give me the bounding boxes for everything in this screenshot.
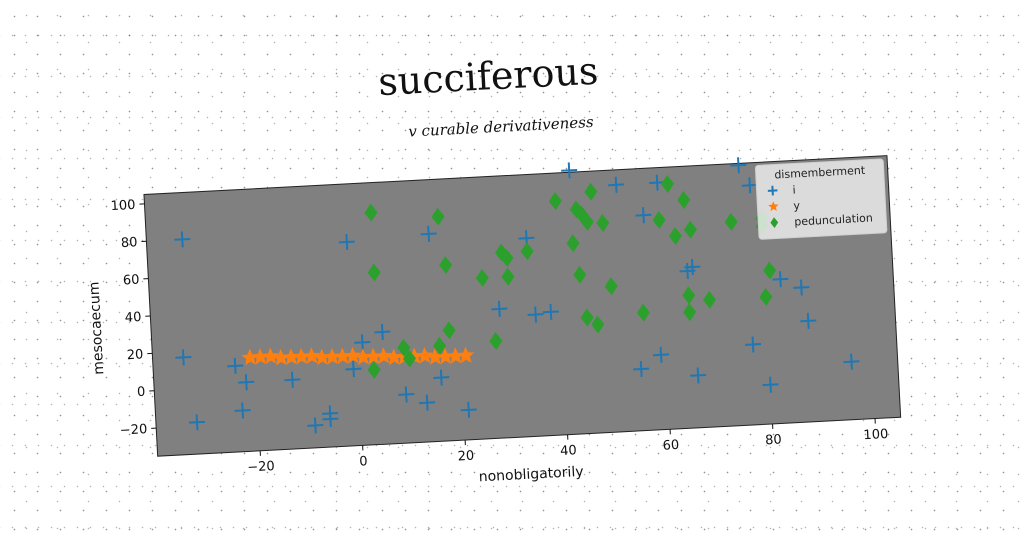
y-axis-label: mesocaecum (86, 281, 107, 375)
x-tick-label: 20 (457, 449, 474, 465)
x-tick-label: 0 (359, 454, 368, 469)
y-tick-label: 20 (126, 347, 143, 363)
chart-title: succiferous (377, 49, 599, 104)
y-tick-label: −20 (119, 422, 147, 438)
x-tick-label: −20 (247, 459, 275, 475)
x-tick-label: 80 (765, 433, 782, 449)
y-tick-label: 100 (110, 198, 136, 214)
legend-label-i: i (792, 183, 796, 196)
chart-subtitle: v curable derivativeness (408, 113, 594, 141)
x-tick-label: 40 (560, 443, 577, 459)
x-axis-label: nonobligatorily (478, 464, 584, 485)
legend-label-y: y (793, 199, 801, 212)
x-tick-label: 100 (863, 427, 889, 443)
x-tick-label: 60 (662, 438, 679, 454)
y-tick-label: 40 (124, 310, 141, 326)
y-tick-label: 60 (123, 273, 140, 289)
y-tick-label: 80 (121, 235, 138, 251)
y-tick-label: 0 (137, 385, 146, 400)
